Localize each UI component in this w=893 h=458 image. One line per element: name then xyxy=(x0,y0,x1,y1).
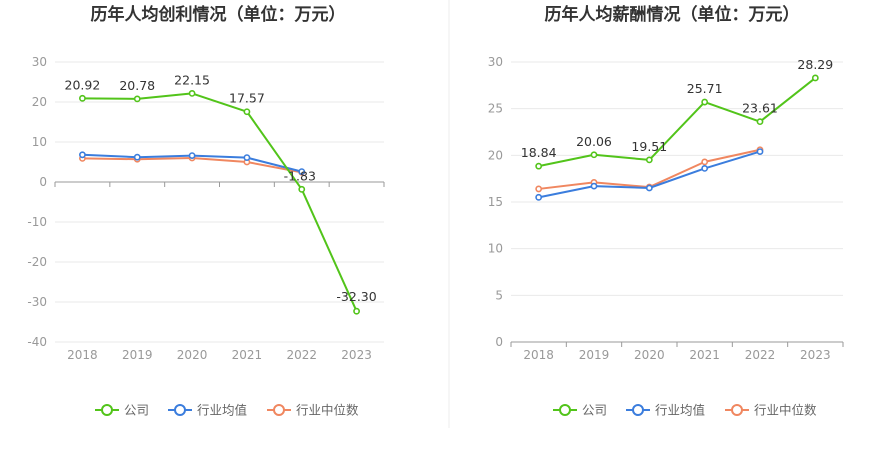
data-point xyxy=(645,156,653,164)
data-label: 20.92 xyxy=(65,77,101,92)
y-tick-label: 10 xyxy=(32,135,47,149)
data-label: 19.51 xyxy=(631,139,667,154)
legend-item-label: 行业中位数 xyxy=(754,403,817,418)
x-tick-label: 2023 xyxy=(341,348,372,362)
legend-marker xyxy=(273,404,285,416)
legend: 公司 行业均值 行业中位数 xyxy=(553,403,817,418)
x-tick-label: 2019 xyxy=(579,348,610,362)
data-label: 20.06 xyxy=(576,134,612,149)
legend-item-label: 公司 xyxy=(582,403,607,418)
x-tick-label: 2018 xyxy=(67,348,98,362)
chart-title: 历年人均创利情况（单位：万元） xyxy=(91,4,346,25)
data-point xyxy=(645,184,653,192)
series-line-company xyxy=(538,77,816,168)
x-tick-label: 2019 xyxy=(122,348,153,362)
data-point xyxy=(590,151,598,159)
data-point xyxy=(133,153,141,161)
x-tick-label: 2021 xyxy=(232,348,263,362)
legend-marker xyxy=(632,404,644,416)
x-tick-label: 2020 xyxy=(177,348,208,362)
data-point xyxy=(701,98,709,106)
y-tick-label: 30 xyxy=(32,55,47,69)
x-tick-label: 2020 xyxy=(634,348,665,362)
y-tick-label: 5 xyxy=(495,288,503,302)
data-label: 18.84 xyxy=(521,145,557,160)
y-tick-label: -40 xyxy=(27,335,47,349)
data-point xyxy=(535,162,543,170)
data-point xyxy=(243,154,251,161)
data-label: 17.57 xyxy=(229,91,265,106)
y-tick-label: 20 xyxy=(488,148,503,162)
x-tick-label: 2018 xyxy=(523,348,554,362)
y-tick-label: -30 xyxy=(27,295,47,309)
legend-marker xyxy=(174,404,186,416)
data-label: 20.78 xyxy=(119,78,155,93)
data-point xyxy=(79,94,86,102)
data-label: -32.30 xyxy=(336,289,376,304)
y-tick-label: 25 xyxy=(488,102,503,116)
legend-item-label: 行业均值 xyxy=(655,403,705,418)
legend-item-label: 行业中位数 xyxy=(296,403,359,418)
data-point xyxy=(353,307,360,315)
data-label: 22.15 xyxy=(174,72,210,87)
data-point xyxy=(701,164,709,172)
data-point xyxy=(535,193,543,201)
data-label: -1.83 xyxy=(284,168,316,183)
y-tick-label: -10 xyxy=(27,215,47,229)
x-tick-label: 2022 xyxy=(286,348,317,362)
y-tick-label: 20 xyxy=(32,95,47,109)
chart-2: 历年人均薪酬情况（单位：万元） 30 25 20 15 10 5 0 2018 2019 2020 2… xyxy=(488,4,844,418)
legend-item-label: 行业均值 xyxy=(197,403,247,418)
data-label: 28.29 xyxy=(797,57,833,72)
legend-marker xyxy=(731,404,743,416)
data-point xyxy=(701,158,709,166)
chart-title: 历年人均薪酬情况（单位：万元） xyxy=(545,4,800,25)
chart-1: 历年人均创利情况（单位：万元） 30 20 10 0 -10 -20 -30 -40 2018 20… xyxy=(27,4,385,418)
y-tick-label: 15 xyxy=(488,195,503,209)
y-tick-label: 10 xyxy=(488,242,503,256)
data-point xyxy=(811,74,819,82)
data-point xyxy=(756,118,764,126)
y-tick-label: 30 xyxy=(488,55,503,69)
data-point xyxy=(590,182,598,190)
data-point xyxy=(79,151,86,159)
data-point xyxy=(133,95,141,103)
x-tick-label: 2023 xyxy=(800,348,831,362)
x-tick-label: 2022 xyxy=(745,348,776,362)
y-tick-label: -20 xyxy=(27,255,47,269)
data-point xyxy=(188,152,196,159)
data-label: 25.71 xyxy=(687,81,723,96)
data-point xyxy=(188,90,196,97)
data-point xyxy=(298,168,306,175)
y-tick-label: 0 xyxy=(495,335,503,349)
data-point xyxy=(243,108,251,116)
x-tick-label: 2021 xyxy=(689,348,720,362)
data-label: 23.61 xyxy=(742,101,778,116)
data-point xyxy=(756,148,764,155)
series-line-company xyxy=(82,92,358,312)
data-point xyxy=(298,185,306,193)
data-point xyxy=(535,185,543,193)
legend-marker xyxy=(101,404,113,416)
legend-item-label: 公司 xyxy=(124,403,149,418)
y-tick-label: 0 xyxy=(39,175,47,189)
legend: 公司 行业均值 行业中位数 xyxy=(95,403,359,418)
legend-marker xyxy=(559,404,571,416)
